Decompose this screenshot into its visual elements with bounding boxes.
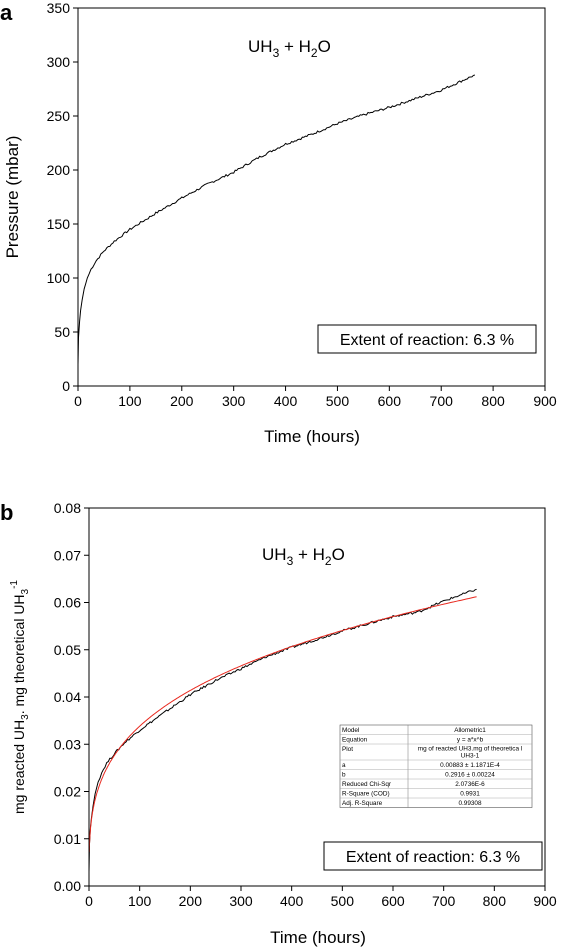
fit-table-key: Equation (342, 737, 368, 744)
panel-a: a 0 100 200 300 400 500 600 700 800 900 0 50 100 150 2… (0, 0, 557, 446)
fit-table-value: 0.00883 ± 1.1871E-4 (440, 762, 500, 769)
fit-table-value: UH3-1 (461, 753, 480, 760)
panel-b-x-tick-label: 100 (128, 893, 152, 909)
panel-b-fit-curve (88, 596, 477, 852)
panel-a-x-tick-label: 700 (430, 393, 454, 409)
fit-table-key: R-Square (COD) (342, 791, 390, 798)
panel-b-extent-label: Extent of reaction: 6.3 % (346, 849, 520, 866)
panel-b-x-tick-label: 200 (179, 893, 203, 909)
panel-letter-a: a (0, 0, 13, 25)
panel-b-y-tick-label: 0.05 (54, 642, 81, 658)
panel-a-x-axis-title: Time (hours) (264, 427, 360, 446)
panel-b-y-tick-label: 0.03 (54, 736, 81, 752)
fit-table-value: 0.99308 (458, 800, 482, 807)
panel-a-y-tick-label: 150 (47, 216, 71, 232)
panel-a-extent-box (317, 324, 537, 354)
panel-a-axes: 0 100 200 300 400 500 600 700 800 900 0 50 100 150 200… (47, 0, 557, 409)
panel-b-annotation: UH3 + H2O (262, 545, 345, 568)
panel-b-x-tick-label: 300 (229, 893, 253, 909)
panel-b-y-tick-label: 0.02 (54, 784, 81, 800)
panel-a-x-tick-label: 400 (274, 393, 298, 409)
panel-b-x-tick-label: 500 (331, 893, 355, 909)
panel-a-x-tick-label: 600 (378, 393, 402, 409)
panel-a-x-tick-label: 500 (326, 393, 350, 409)
panel-b-x-tick-label: 800 (483, 893, 507, 909)
panel-b-x-tick-label: 0 (85, 893, 93, 909)
fit-table-value: 2.0736E-6 (455, 781, 485, 788)
panel-b-y-axis-title: mg reacted UH3. mg theoretical UH3-1 (9, 580, 31, 814)
panel-a-y-tick-label: 0 (62, 378, 70, 394)
panel-b-y-tick-label: 0.04 (54, 689, 81, 705)
panel-a-extent-label: Extent of reaction: 6.3 % (340, 332, 514, 349)
panel-b-y-tick-label: 0.00 (54, 878, 81, 894)
panel-b-x-tick-label: 400 (280, 893, 304, 909)
fit-table-value: y = a*x^b (457, 737, 484, 744)
fit-table-value: mg of reacted UH3.mg of theoretica l (418, 746, 522, 753)
panel-a-pressure-line (77, 74, 476, 365)
fit-table-key: b (342, 772, 346, 779)
panel-b-y-tick-label: 0.06 (54, 595, 81, 611)
panel-letter-b: b (0, 500, 13, 525)
panel-b-x-axis-title: Time (hours) (270, 928, 366, 947)
panel-b-extent-box (323, 841, 543, 871)
panel-a-x-tick-label: 0 (74, 393, 82, 409)
panel-a-annotation: UH3 + H2O (248, 37, 331, 60)
panel-b-y-tick-label: 0.01 (54, 831, 81, 847)
fit-table-value: Allometric1 (454, 727, 486, 734)
panel-b-x-tick-label: 900 (533, 893, 557, 909)
panel-a-y-tick-label: 350 (47, 0, 71, 16)
panel-a-y-tick-label: 100 (47, 270, 71, 286)
panel-b-y-tick-label: 0.07 (54, 547, 81, 563)
panel-a-plot-frame (77, 7, 546, 387)
panel-a-y-tick-label: 50 (54, 324, 70, 340)
panel-a-y-axis-title: Pressure (mbar) (3, 136, 22, 259)
panel-b-x-tick-label: 600 (381, 893, 405, 909)
panel-a-x-tick-label: 300 (222, 393, 246, 409)
panel-a-x-tick-label: 100 (118, 393, 142, 409)
panel-a-x-tick-label: 900 (533, 393, 557, 409)
panel-b-measured-line (88, 588, 477, 872)
panel-b-y-tick-label: 0.08 (54, 500, 81, 516)
fit-table-frame (339, 724, 533, 808)
fit-table-value: 0.2916 ± 0.00224 (445, 772, 495, 779)
panel-b: b 0 100 200 300 400 500 600 700 800 900 0.00 0.01 0.… (0, 500, 557, 947)
panel-b-x-tick-label: 700 (432, 893, 456, 909)
fit-table-key: Reduced Chi-Sqr (342, 781, 392, 788)
fit-table-key: a (342, 762, 346, 769)
panel-a-y-tick-label: 200 (47, 162, 71, 178)
fit-table-key: Model (342, 727, 359, 734)
fit-table-key: Plot (342, 746, 353, 753)
panel-a-x-tick-label: 200 (170, 393, 194, 409)
panel-a-y-tick-label: 300 (47, 54, 71, 70)
panel-a-y-tick-label: 250 (47, 108, 71, 124)
panel-a-x-tick-label: 800 (481, 393, 505, 409)
fit-table-key: Adj. R-Square (342, 800, 383, 807)
fit-table-value: 0.9931 (460, 791, 480, 798)
panel-b-plot-frame (88, 507, 546, 887)
panel-b-fit-table: Model Allometric1 Equation y = a*x^b Plot mg … (339, 724, 533, 808)
panel-b-axes: 0 100 200 300 400 500 600 700 800 900 0.00 0.01 0.02… (54, 500, 557, 909)
